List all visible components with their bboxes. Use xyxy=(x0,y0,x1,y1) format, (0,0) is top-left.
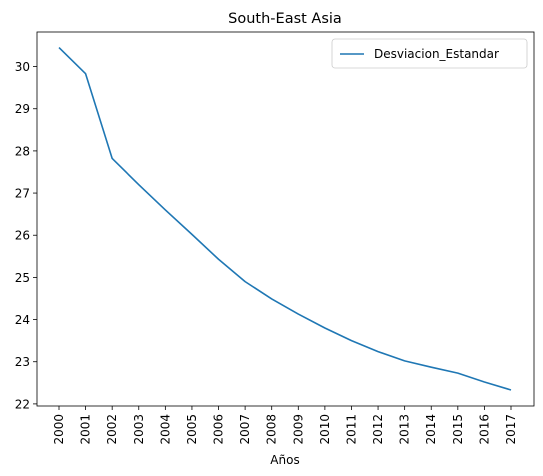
x-axis: 2000 2001 2002 2003 2004 2005 2006 2007 2008 2009… xyxy=(52,406,518,445)
x-tick-label: 2016 xyxy=(477,414,491,445)
x-tick-label: 2013 xyxy=(398,414,412,445)
y-tick-label: 24 xyxy=(15,313,30,327)
x-tick-label: 2004 xyxy=(158,414,172,445)
y-tick-label: 29 xyxy=(15,102,30,116)
y-tick-label: 25 xyxy=(15,271,30,285)
plot-frame xyxy=(36,31,535,407)
y-tick-label: 30 xyxy=(15,60,30,74)
x-tick-label: 2005 xyxy=(185,414,199,445)
series-line xyxy=(58,47,512,391)
chart-title: South-East Asia xyxy=(228,11,342,27)
x-tick-label: 2002 xyxy=(105,414,119,445)
x-axis-label: Años xyxy=(270,453,299,467)
x-tick-label: 2007 xyxy=(238,414,252,445)
y-tick-label: 23 xyxy=(15,355,30,369)
y-tick-label: 28 xyxy=(15,144,30,158)
x-tick-label: 2000 xyxy=(52,414,66,445)
x-tick-label: 2012 xyxy=(371,414,385,445)
x-tick-label: 2014 xyxy=(424,414,438,445)
x-tick-label: 2001 xyxy=(79,414,93,445)
series-layer xyxy=(58,47,512,391)
x-tick-label: 2008 xyxy=(265,414,279,445)
y-axis: 22 23 24 25 26 27 28 29 30 xyxy=(15,60,37,411)
legend-label: Desviacion_Estandar xyxy=(374,47,499,61)
y-tick-label: 27 xyxy=(15,187,30,201)
legend-box xyxy=(331,38,528,69)
x-tick-label: 2011 xyxy=(344,414,358,445)
x-tick-label: 2017 xyxy=(504,414,518,445)
x-tick-label: 2003 xyxy=(132,414,146,445)
y-tick-label: 26 xyxy=(15,229,30,243)
x-tick-label: 2015 xyxy=(451,414,465,445)
x-tick-label: 2009 xyxy=(291,414,305,445)
legend: Desviacion_Estandar xyxy=(331,38,528,69)
x-tick-label: 2006 xyxy=(212,414,226,445)
y-tick-label: 22 xyxy=(15,397,30,411)
x-tick-label: 2010 xyxy=(318,414,332,445)
